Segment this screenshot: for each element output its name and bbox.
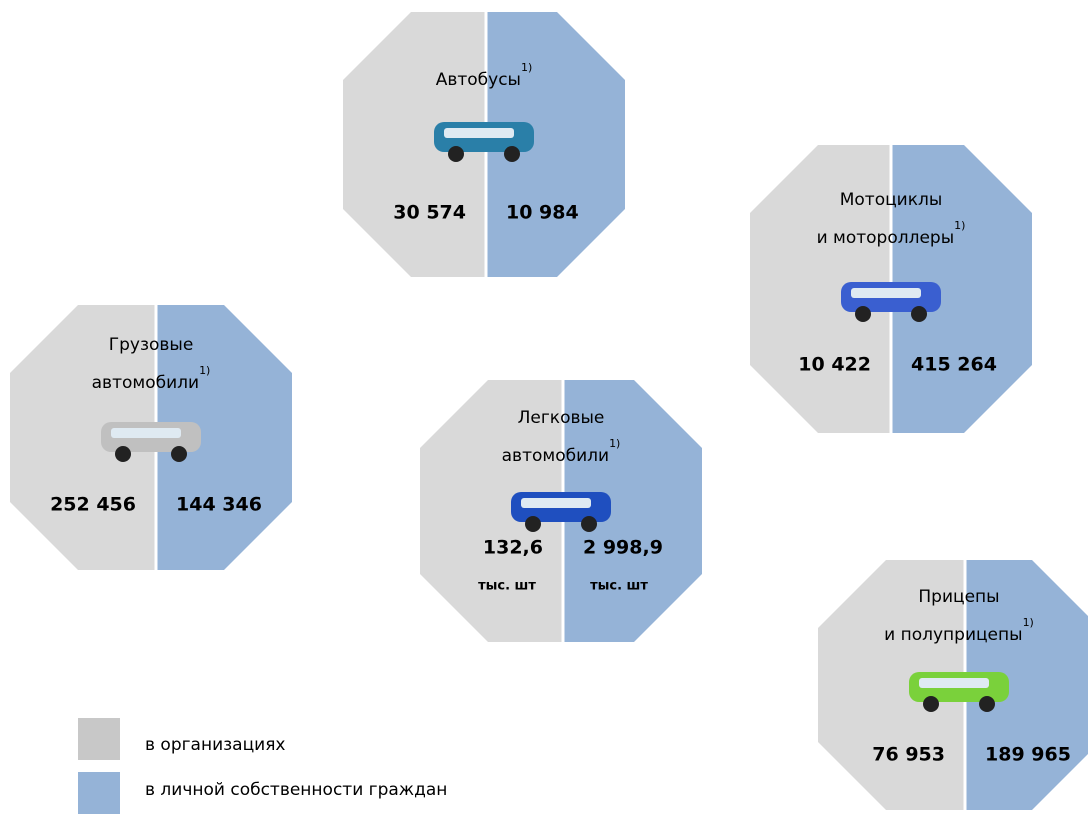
title-line: автомобили [502,446,609,466]
vehicle-window [444,128,514,138]
legend-swatch [78,772,120,814]
title: Прицепы [918,587,999,607]
title: Легковые [518,408,605,428]
footnote: 1) [199,364,210,377]
left-value: 252 456 [50,494,136,516]
right-value: 415 264 [911,354,997,376]
legend-label: в организациях [145,735,286,755]
title-line: и мотороллеры [817,228,955,248]
vehicle-window [111,428,181,438]
title-line: и полуприцепы [884,625,1022,645]
title: Грузовые [109,335,194,355]
left-value: 30 574 [393,202,466,224]
wheel [911,306,927,322]
title-line: Прицепы [918,587,999,607]
footnote: 1) [521,61,532,74]
wheel [923,696,939,712]
title-line: Мотоциклы [840,190,943,210]
legend-label: в личной собственности граждан [145,780,447,800]
title-line: Автобусы [436,70,521,90]
footnote: 1) [609,437,620,450]
footnote: 1) [1023,616,1034,629]
title: Мотоциклы [840,190,943,210]
left-value: 10 422 [798,354,871,376]
title-line: автомобили [92,373,199,393]
infographic: в организациях в личной собственности гр… [0,0,1088,814]
right-value: 10 984 [506,202,579,224]
wheel [979,696,995,712]
wheel [855,306,871,322]
left-unit: тыс. шт [478,579,536,594]
legend-swatch [78,718,120,760]
vehicle-window [919,678,989,688]
wheel [504,146,520,162]
wheel [171,446,187,462]
wheel [581,516,597,532]
footnote: 1) [954,219,965,232]
right-value: 2 998,9 [583,537,663,559]
title-line: Легковые [518,408,605,428]
left-value: 132,6 [483,537,543,559]
vehicle-window [851,288,921,298]
vehicle-window [521,498,591,508]
wheel [115,446,131,462]
right-unit: тыс. шт [590,579,648,594]
right-value: 189 965 [985,744,1071,766]
title-line: Грузовые [109,335,194,355]
right-value: 144 346 [176,494,262,516]
wheel [448,146,464,162]
left-value: 76 953 [872,744,945,766]
wheel [525,516,541,532]
